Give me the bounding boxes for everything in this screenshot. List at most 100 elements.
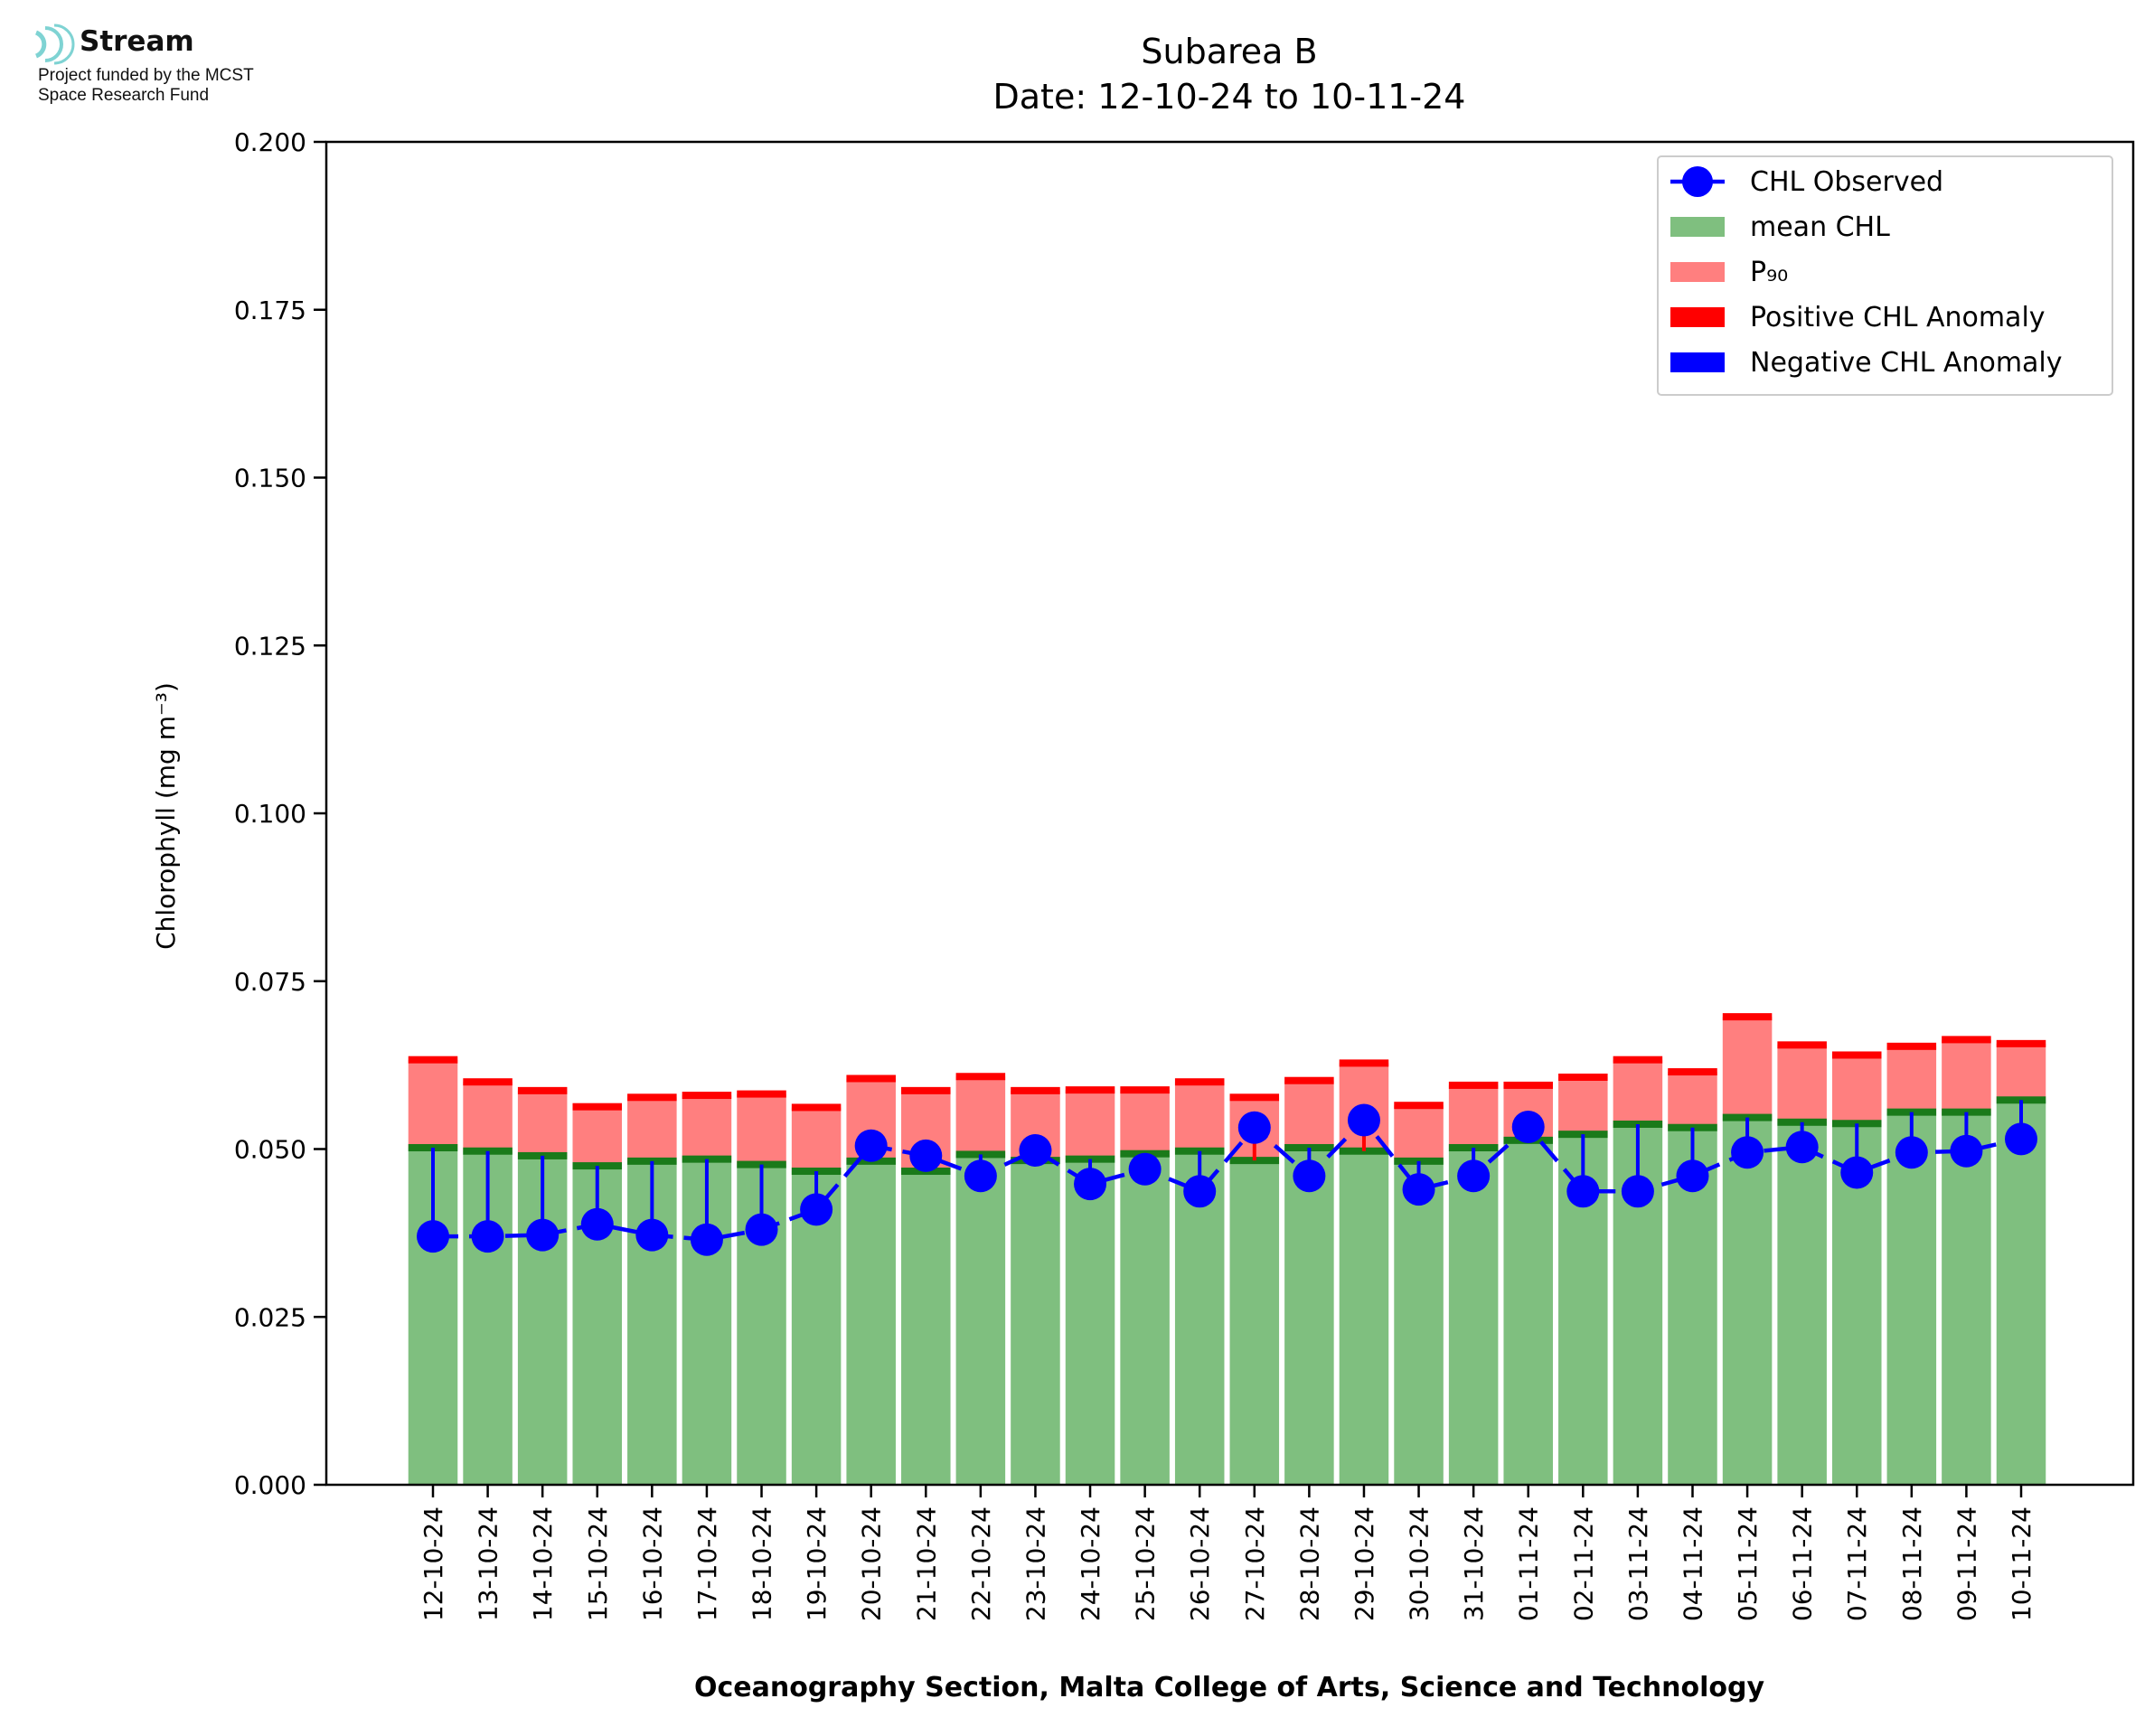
p90-threshold-marker [737, 1090, 786, 1098]
chart-title: Subarea B [1141, 32, 1317, 71]
x-tick-label: 20-10-24 [857, 1506, 887, 1621]
p90-bar [1448, 1084, 1499, 1149]
mean-chl-bar [1942, 1112, 1991, 1485]
p90-threshold-marker [408, 1056, 458, 1064]
p90-threshold-marker [1886, 1042, 1937, 1050]
y-tick-label: 0.075 [234, 967, 306, 997]
logo-funding-line-2: Space Research Fund [38, 86, 210, 105]
plot-frame [325, 140, 2135, 1487]
x-tick-label: 15-10-24 [583, 1506, 613, 1621]
chl-observed-point [1785, 1131, 1819, 1164]
y-tick-label: 0.150 [234, 464, 306, 493]
p90-threshold-marker [791, 1103, 842, 1112]
mean-chl-bar [1229, 1160, 1280, 1485]
p90-threshold-marker [955, 1073, 1006, 1081]
p90-bar [1722, 1017, 1773, 1118]
legend-label: P₉₀ [1750, 257, 1788, 288]
chl-observed-point [1074, 1168, 1107, 1201]
p90-threshold-marker [572, 1103, 623, 1111]
logo-name: Stream [80, 25, 194, 58]
p90-bar [1831, 1055, 1882, 1124]
y-tick-label: 0.200 [234, 127, 306, 157]
mean-chl-bar [1339, 1150, 1389, 1485]
p90-threshold-marker [1831, 1051, 1882, 1059]
p90-bar [1996, 1043, 2046, 1101]
p90-bar [1777, 1045, 1827, 1122]
x-tick-label: 31-10-24 [1459, 1506, 1489, 1621]
stream-logo: Stream Project funded by the MCST Space … [33, 20, 254, 105]
p90-threshold-marker [1996, 1039, 2046, 1047]
chl-observed-point [1731, 1136, 1764, 1169]
chl-observed-point [580, 1207, 614, 1241]
x-tick-label: 27-10-24 [1240, 1506, 1270, 1621]
y-tick-label: 0.000 [234, 1470, 306, 1500]
chl-observed-point [964, 1159, 997, 1193]
legend-swatch-p90 [1670, 262, 1725, 282]
x-tick-label: 12-10-24 [419, 1506, 448, 1621]
chl-observed-point [1840, 1156, 1874, 1189]
legend-label: CHL Observed [1750, 166, 1943, 198]
y-tick-label: 0.125 [234, 631, 306, 661]
mean-chl-bar [1996, 1100, 2046, 1485]
p90-bar [1174, 1082, 1225, 1151]
x-tick-label: 18-10-24 [748, 1506, 777, 1621]
p90-threshold-marker [1558, 1073, 1608, 1081]
chl-observed-point [1566, 1175, 1600, 1208]
p90-bar [1558, 1076, 1608, 1135]
legend-swatch-positive-anomaly [1670, 307, 1725, 327]
mean-chl-bar [1065, 1159, 1115, 1485]
p90-threshold-marker [901, 1086, 951, 1094]
p90-threshold-marker [1613, 1056, 1663, 1064]
p90-threshold-marker [463, 1078, 513, 1086]
legend-swatch-negative-anomaly [1670, 352, 1725, 372]
chl-observed-point [1019, 1133, 1052, 1167]
x-tick-label: 08-11-24 [1897, 1506, 1927, 1621]
chl-observed-point [854, 1129, 888, 1162]
p90-bar [1284, 1080, 1334, 1149]
chl-observed-point [1457, 1159, 1491, 1193]
p90-bar [791, 1107, 842, 1172]
p90-bar [463, 1082, 513, 1151]
p90-threshold-marker [1942, 1036, 1991, 1044]
x-tick-label: 09-11-24 [1952, 1506, 1981, 1621]
mean-chl-bar [846, 1160, 896, 1485]
chl-observed-point [417, 1220, 449, 1253]
mean-chl-bar [1011, 1160, 1060, 1485]
p90-threshold-marker [1394, 1102, 1444, 1110]
p90-bar [1065, 1090, 1115, 1159]
chl-observed-point [2005, 1122, 2037, 1156]
x-tick-label: 21-10-24 [911, 1506, 941, 1621]
p90-bar [737, 1093, 786, 1165]
x-tick-label: 30-10-24 [1405, 1506, 1434, 1621]
x-tick-label: 13-10-24 [474, 1506, 503, 1621]
chl-observed-point [1950, 1134, 1983, 1168]
mean-chl-bar [1284, 1148, 1334, 1485]
x-tick-label: 04-11-24 [1678, 1506, 1707, 1621]
chart-subtitle: Date: 12-10-24 to 10-11-24 [993, 77, 1466, 117]
p90-bar [1394, 1105, 1444, 1161]
p90-threshold-marker [1120, 1086, 1170, 1094]
chl-observed-point [526, 1218, 560, 1252]
p90-threshold-marker [1011, 1086, 1060, 1094]
p90-threshold-marker [1448, 1081, 1499, 1089]
p90-bar [408, 1059, 458, 1149]
p90-threshold-marker [1722, 1013, 1773, 1021]
chl-observed-point [1511, 1110, 1545, 1143]
legend-swatch-observed-marker [1682, 166, 1713, 197]
legend-label: Negative CHL Anomaly [1750, 347, 2063, 379]
p90-bar [1668, 1072, 1717, 1128]
x-tick-label: 16-10-24 [637, 1506, 667, 1621]
chl-observed-point [635, 1218, 669, 1252]
p90-threshold-marker [517, 1086, 568, 1094]
chl-observed-point [1676, 1159, 1709, 1193]
chl-observed-point [1237, 1111, 1271, 1144]
p90-threshold-marker [1503, 1081, 1553, 1089]
p90-bar [955, 1076, 1006, 1155]
y-tick-label: 0.100 [234, 799, 306, 829]
p90-bar [572, 1106, 623, 1167]
legend-label: Positive CHL Anomaly [1750, 302, 2046, 333]
chl-observed-point [1621, 1175, 1654, 1208]
chl-observed-point [471, 1220, 504, 1253]
mean-chl-bar [1394, 1160, 1444, 1485]
